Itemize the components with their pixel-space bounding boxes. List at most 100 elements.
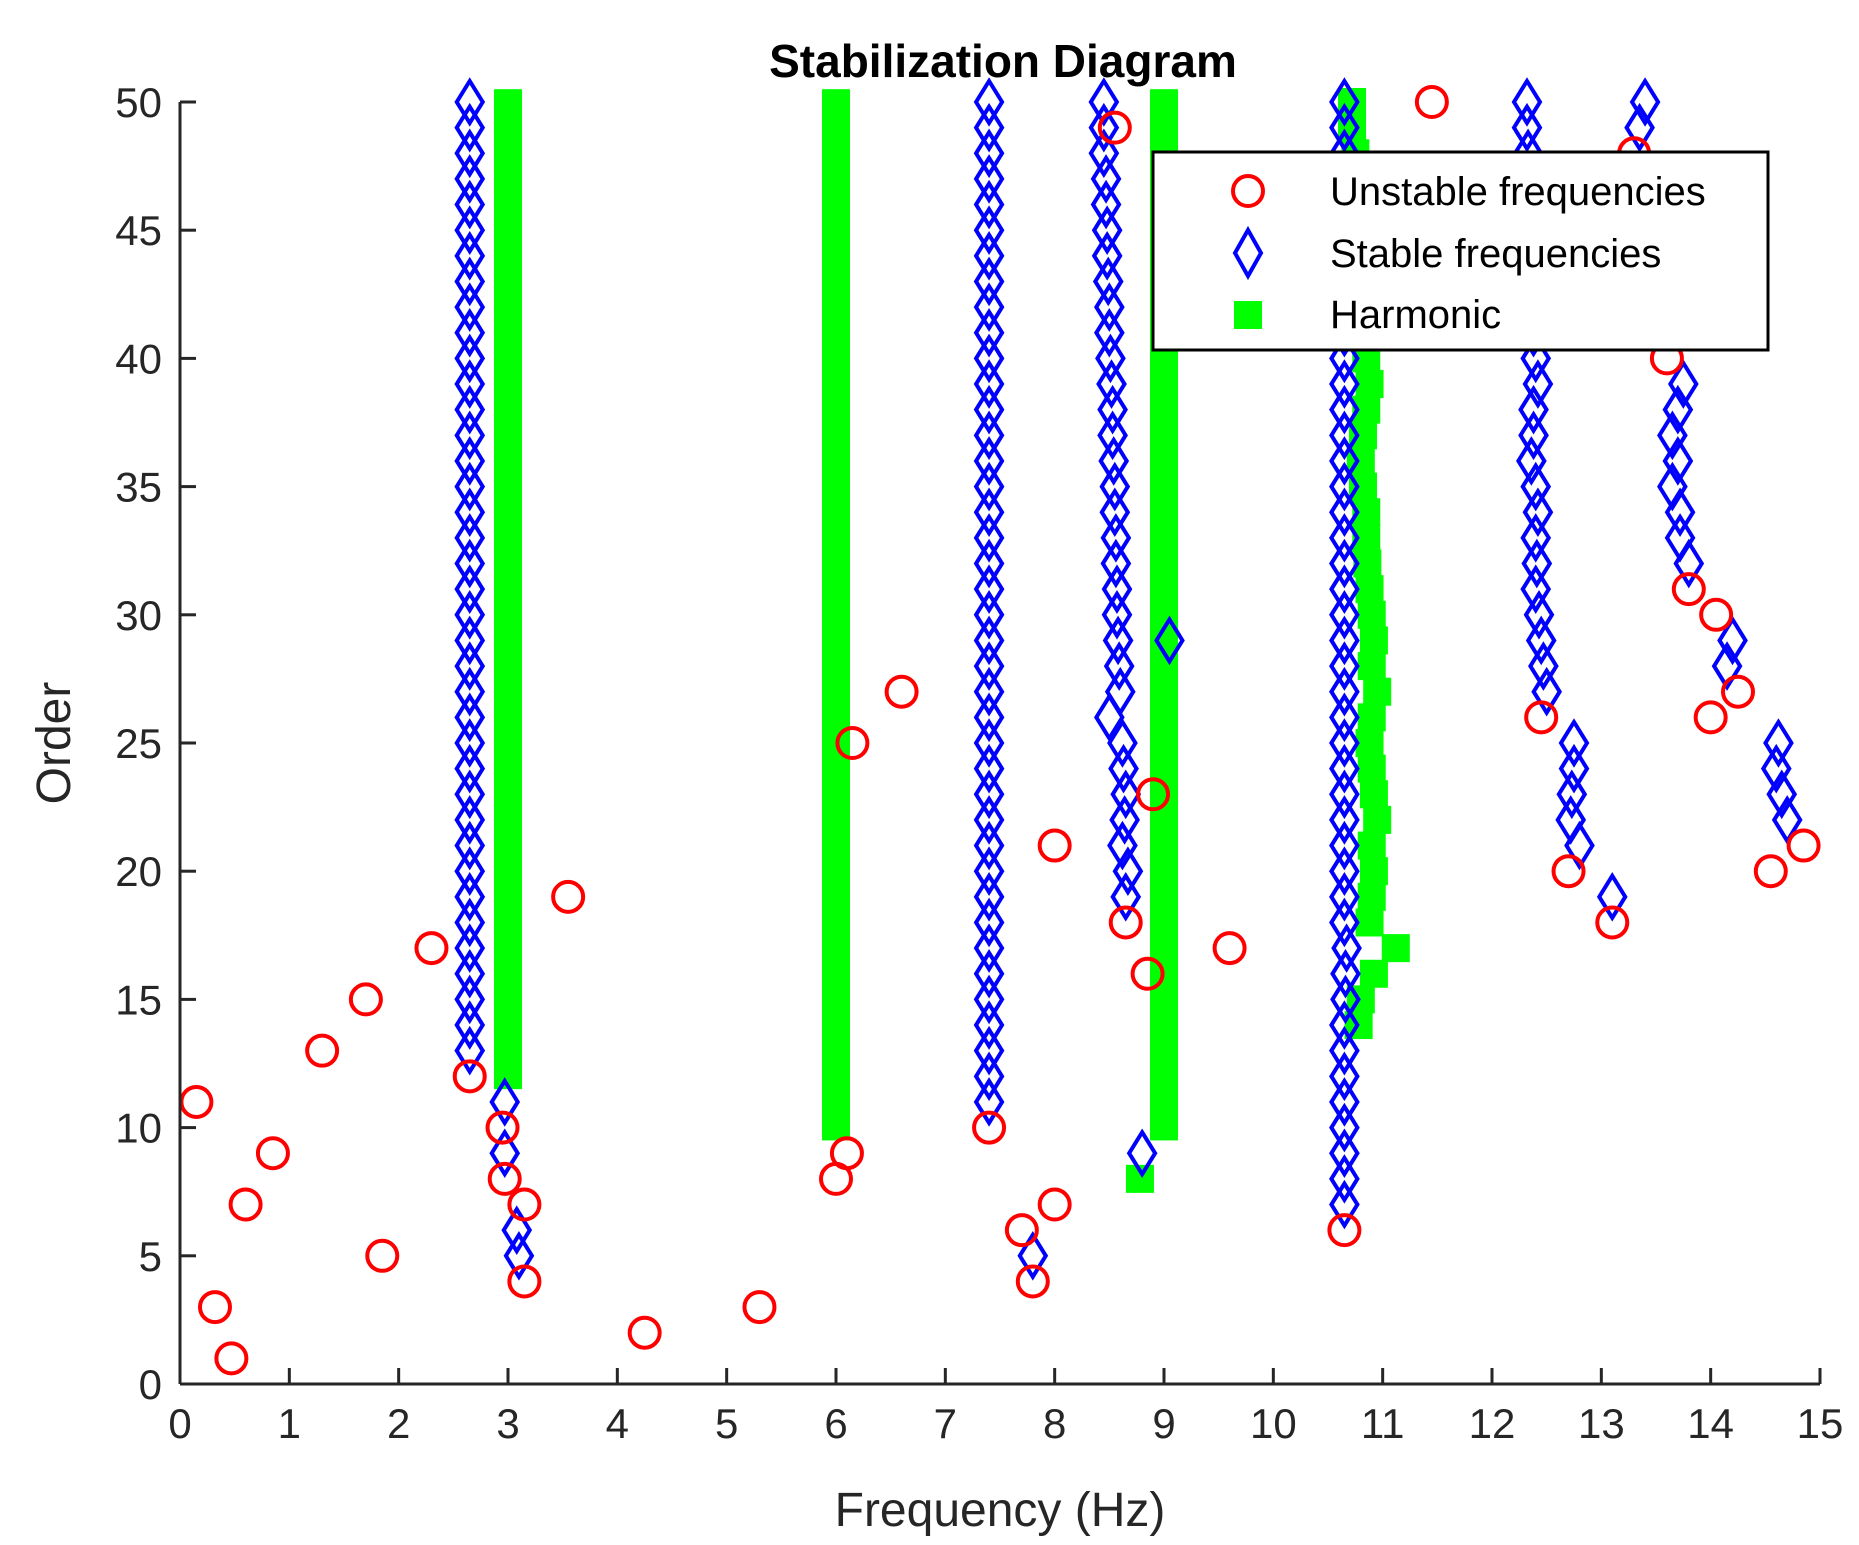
stable-marker (1097, 410, 1128, 461)
stable-marker (501, 1205, 533, 1255)
stable-marker (454, 641, 486, 691)
stable-marker (973, 1051, 1005, 1102)
stable-marker (454, 461, 486, 512)
stable-marker (1329, 1128, 1360, 1179)
stable-marker (1103, 641, 1135, 691)
stable-marker (1329, 1051, 1360, 1102)
stable-marker (973, 333, 1005, 384)
stable-marker (1528, 641, 1559, 691)
stable-marker (973, 743, 1005, 794)
stable-marker (454, 513, 486, 563)
stable-marker (1091, 205, 1123, 255)
y-tick-label: 0 (139, 1361, 162, 1408)
stable-marker (1329, 410, 1360, 461)
stable-marker (1516, 436, 1547, 486)
unstable-marker (487, 1161, 522, 1196)
x-axis-label: Frequency (Hz) (835, 1484, 1166, 1537)
stable-marker (454, 1025, 486, 1076)
harmonic-marker (1355, 370, 1384, 399)
unstable-marker (551, 879, 586, 914)
harmonic-marker (1359, 959, 1388, 988)
stable-marker (454, 590, 486, 640)
stable-marker (973, 564, 1005, 614)
harmonic-bar (822, 89, 850, 1141)
stable-marker (454, 307, 486, 358)
harmonic-marker (1357, 831, 1386, 860)
stable-marker (973, 436, 1005, 486)
stable-marker (973, 410, 1005, 461)
unstable-marker (1327, 1213, 1362, 1248)
y-tick-label: 20 (115, 848, 162, 895)
unstable-marker (1037, 1187, 1072, 1222)
x-tick-label: 9 (1152, 1400, 1175, 1447)
stable-marker (1098, 436, 1130, 486)
stable-marker (454, 102, 486, 153)
x-tick-label: 12 (1469, 1400, 1516, 1447)
x-tick-label: 14 (1687, 1400, 1734, 1447)
stable-marker (454, 974, 486, 1025)
stable-marker (1520, 564, 1552, 614)
harmonic-marker (1357, 882, 1386, 911)
stable-marker (454, 436, 486, 486)
stable-marker (1329, 487, 1360, 538)
stable-marker (1711, 641, 1743, 691)
stable-marker (973, 487, 1005, 538)
stable-marker (1523, 590, 1555, 640)
y-tick-label: 25 (115, 720, 162, 767)
stable-marker (1093, 307, 1125, 358)
stable-marker (1558, 718, 1590, 768)
stable-marker (1126, 1128, 1158, 1179)
stable-marker (973, 461, 1005, 512)
stable-marker (1329, 795, 1360, 845)
unstable-marker (1130, 956, 1165, 991)
stable-marker (1657, 461, 1688, 512)
stable-marker (1107, 820, 1138, 871)
stable-marker (973, 205, 1005, 255)
x-tick-label: 4 (606, 1400, 629, 1447)
stable-marker (1558, 743, 1590, 794)
stable-marker (1329, 102, 1360, 153)
unstable-marker (972, 1110, 1007, 1145)
unstable-marker (1595, 905, 1630, 940)
stable-marker (1564, 820, 1595, 871)
harmonic-marker (1359, 857, 1388, 886)
stable-marker (454, 256, 486, 307)
unstable-marker (214, 1341, 249, 1376)
stable-marker (1760, 743, 1792, 794)
unstable-marker (1015, 1264, 1050, 1299)
stable-marker (1088, 102, 1120, 153)
stable-marker (973, 102, 1005, 153)
stable-marker (454, 205, 486, 255)
stable-marker (973, 1000, 1005, 1050)
stable-marker (1102, 615, 1134, 666)
unstable-marker (1108, 905, 1143, 940)
x-tick-label: 0 (168, 1400, 191, 1447)
harmonic-marker (1355, 729, 1384, 757)
y-tick-label: 10 (115, 1105, 162, 1152)
stable-marker (973, 795, 1005, 845)
y-axis-label: Order (28, 682, 81, 805)
stable-marker (1093, 692, 1125, 743)
legend-stable-label: Stable frequencies (1330, 232, 1661, 276)
stable-marker (454, 231, 486, 281)
stable-marker (454, 718, 486, 768)
legend-harmonic-marker (1234, 301, 1262, 329)
stable-marker (1107, 718, 1138, 768)
harmonic-marker (1357, 703, 1386, 732)
stable-marker (1112, 846, 1144, 896)
stable-marker (454, 1000, 486, 1050)
stable-marker (454, 128, 486, 179)
stable-marker (454, 282, 486, 332)
unstable-marker (179, 1084, 214, 1119)
stable-marker (1088, 77, 1120, 127)
y-tick-label: 5 (139, 1233, 162, 1280)
unstable-marker (1524, 700, 1559, 735)
stable-marker (973, 897, 1005, 948)
stable-marker (973, 948, 1005, 999)
stable-marker (1329, 897, 1360, 948)
legend-unstable-label: Unstable frequencies (1330, 170, 1706, 214)
harmonic-marker (1363, 677, 1392, 706)
harmonic-marker (1363, 805, 1392, 834)
unstable-marker (835, 726, 870, 760)
stable-marker (973, 974, 1005, 1025)
